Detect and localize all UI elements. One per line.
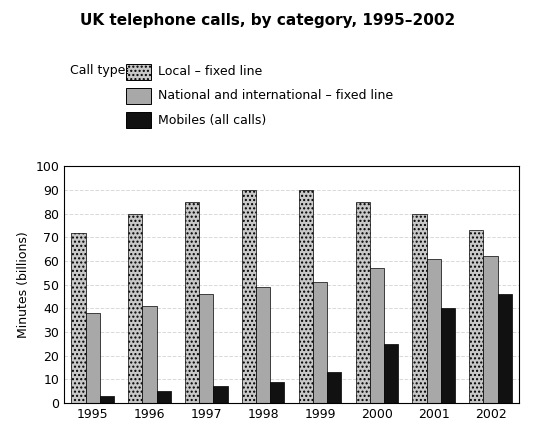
Bar [469,230,484,403]
Bar [185,202,199,403]
Bar [327,372,341,403]
Bar [299,190,313,403]
Bar [256,287,270,403]
Bar [412,214,426,403]
Bar [441,308,455,403]
Bar [157,391,171,403]
Bar [128,214,142,403]
Bar [213,386,227,403]
Bar [384,344,398,403]
Bar [426,259,441,403]
Bar [484,256,498,403]
Bar [498,294,512,403]
Bar [370,268,384,403]
Bar [86,313,100,403]
Y-axis label: Minutes (billions): Minutes (billions) [17,231,30,338]
Text: Mobiles (all calls): Mobiles (all calls) [158,113,266,127]
Text: National and international – fixed line: National and international – fixed line [158,89,393,102]
Bar [270,381,285,403]
Text: UK telephone calls, by category, 1995–2002: UK telephone calls, by category, 1995–20… [80,13,455,28]
Text: Local – fixed line: Local – fixed line [158,65,262,78]
Bar [313,283,327,403]
Bar [199,294,213,403]
Text: Call type:: Call type: [70,64,129,77]
Bar [71,233,86,403]
Bar [100,396,114,403]
Bar [356,202,370,403]
Bar [242,190,256,403]
Bar [142,306,157,403]
